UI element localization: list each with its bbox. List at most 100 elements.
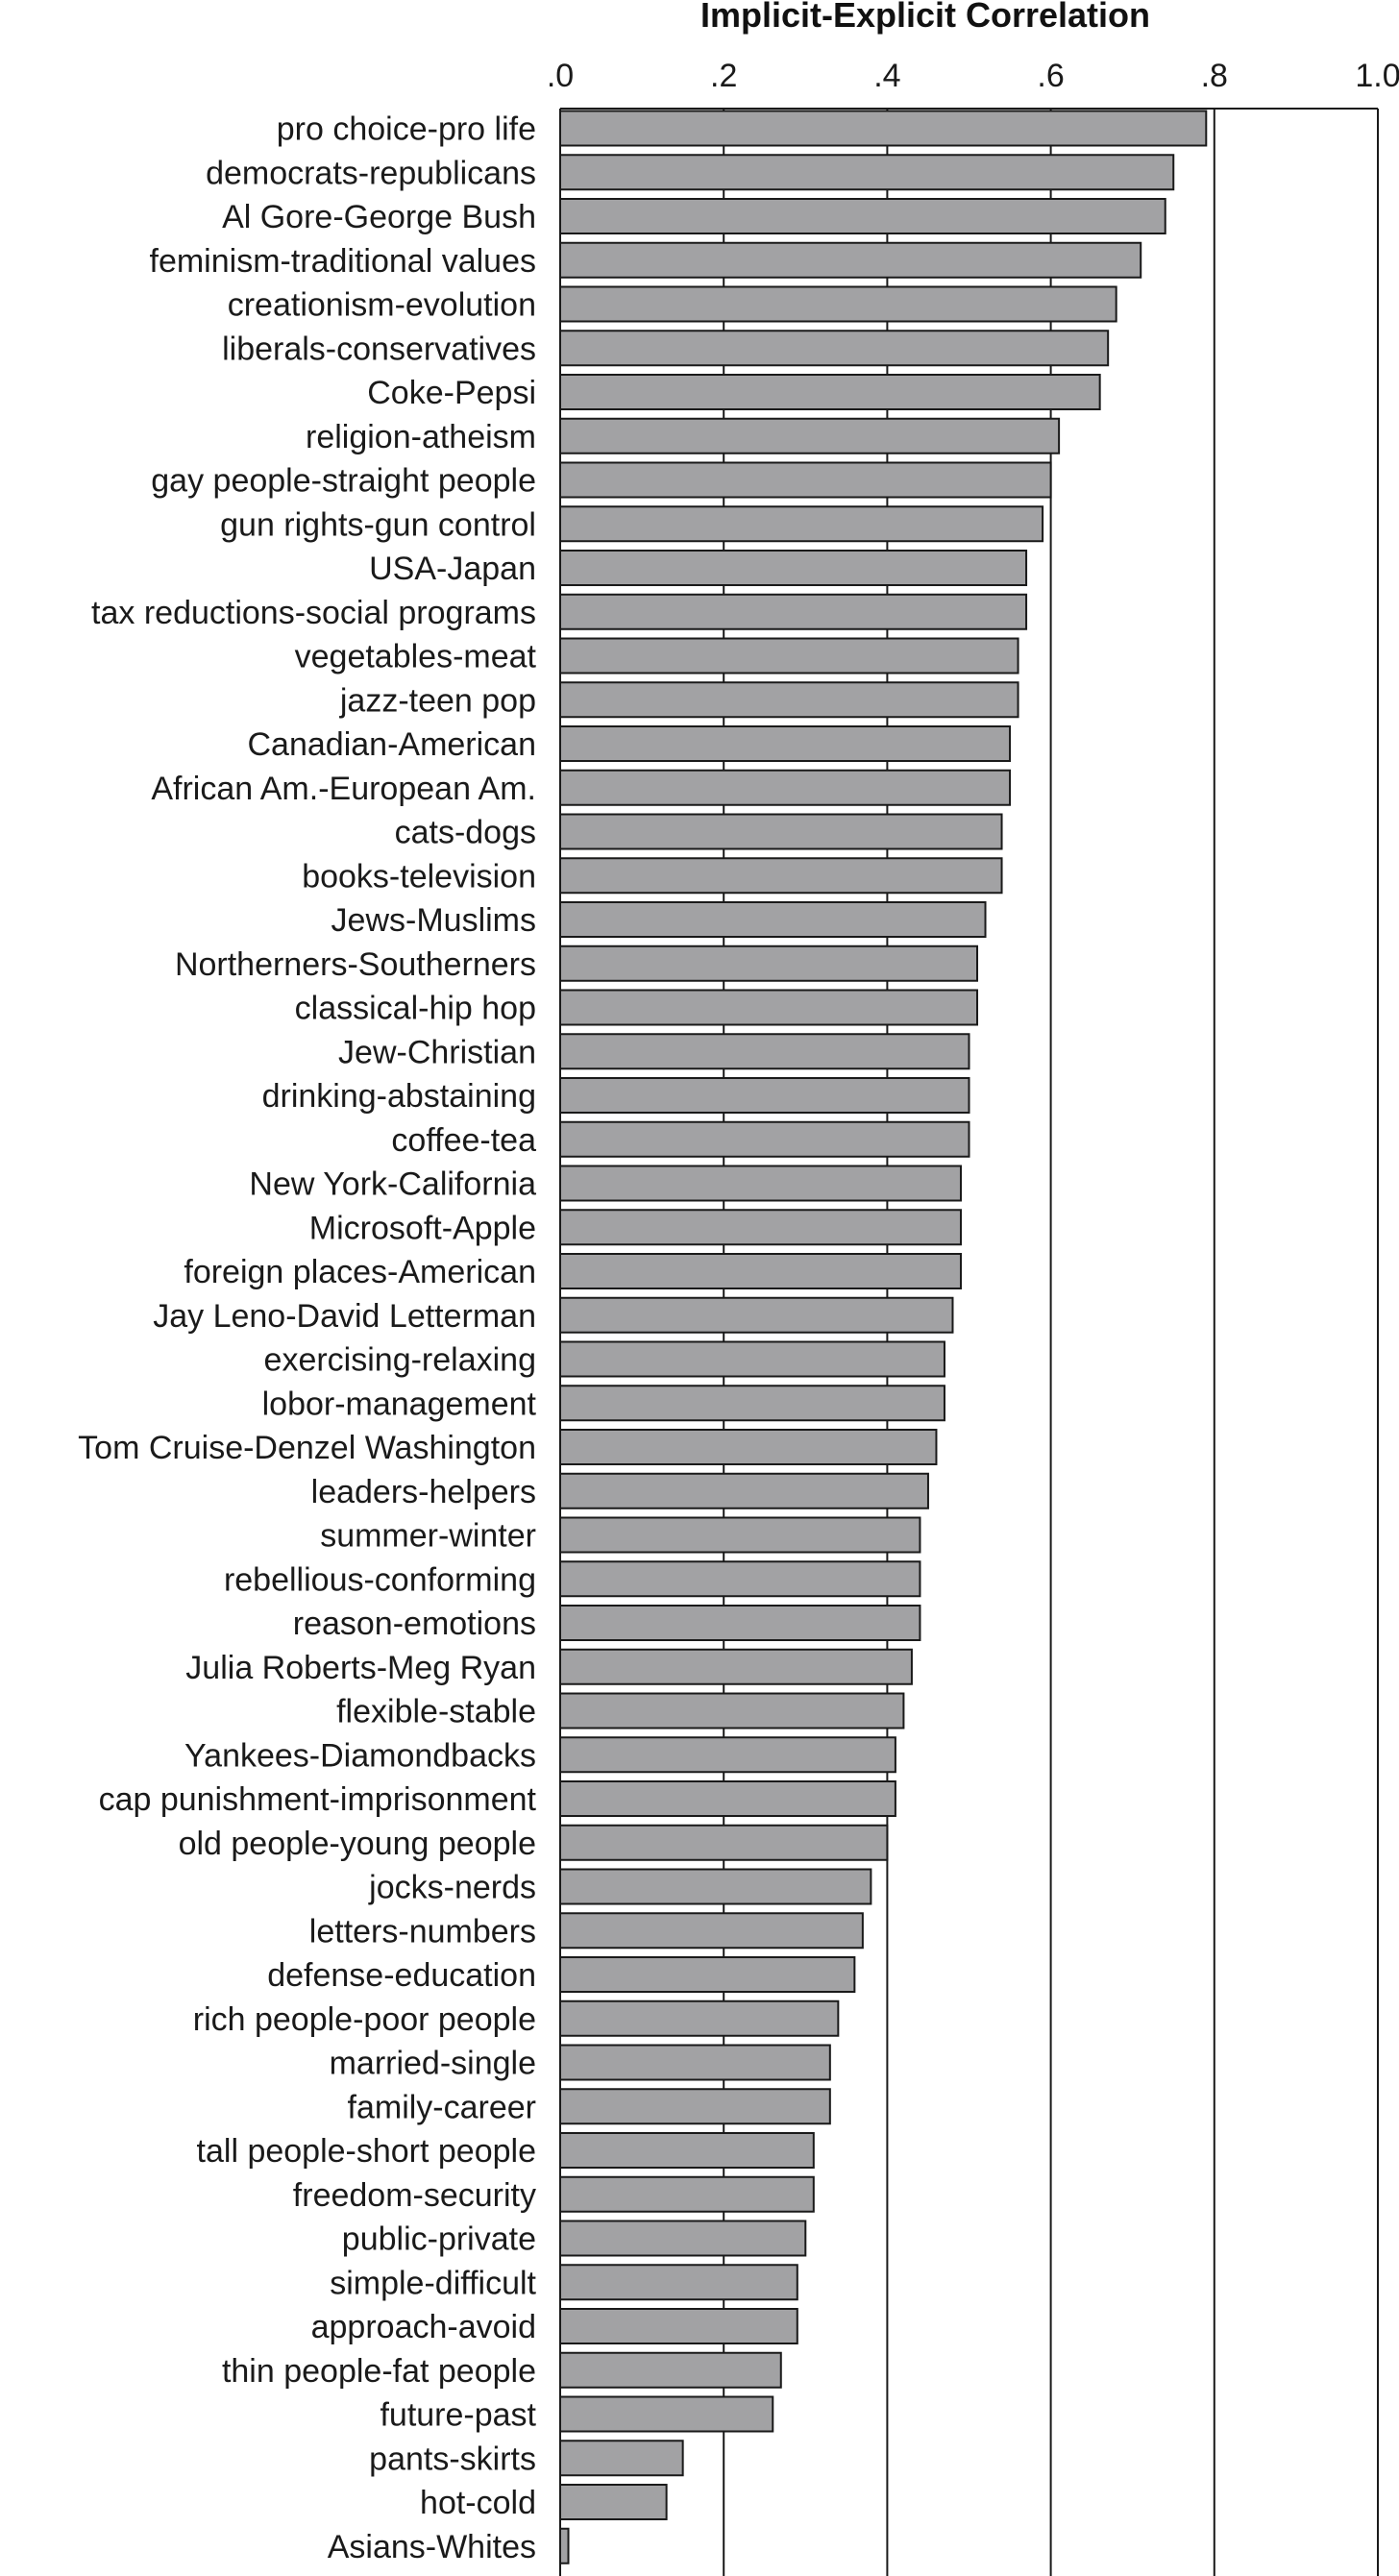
bar — [559, 989, 979, 1026]
bar — [559, 2440, 684, 2477]
bar — [559, 1824, 889, 1861]
bar — [559, 1253, 962, 1289]
bar — [559, 637, 1019, 675]
category-label: tall people-short people — [197, 2133, 536, 2170]
bar — [559, 2132, 815, 2169]
category-label: democrats-republicans — [206, 155, 536, 191]
bar — [559, 1120, 970, 1158]
bar — [559, 2527, 570, 2564]
x-tick-label: 1.0 — [1355, 58, 1399, 94]
x-tick-label: .2 — [710, 58, 737, 94]
category-label: tax reductions-social programs — [91, 595, 536, 631]
category-label: vegetables-meat — [295, 639, 537, 675]
bar — [559, 1472, 929, 1509]
category-label: Al Gore-George Bush — [222, 199, 536, 235]
bar — [559, 2351, 782, 2389]
bar — [559, 1648, 913, 1685]
bar — [559, 2395, 774, 2433]
bar — [559, 1912, 864, 1950]
category-label: Jew-Christian — [338, 1034, 536, 1070]
category-label: coffee-tea — [391, 1122, 536, 1159]
bar — [559, 1209, 962, 1246]
bar — [559, 1736, 896, 1774]
category-label: public-private — [342, 2221, 536, 2258]
category-label: thin people-fat people — [222, 2353, 536, 2390]
bar — [559, 241, 1142, 279]
bar — [559, 1692, 905, 1730]
category-label: gay people-straight people — [151, 463, 536, 500]
bar — [559, 593, 1028, 630]
category-label: hot-cold — [420, 2485, 536, 2521]
bar — [559, 813, 1003, 850]
bar — [559, 2088, 831, 2125]
x-tick-label: .6 — [1037, 58, 1064, 94]
category-label: feminism-traditional values — [150, 243, 537, 280]
category-label: pro choice-pro life — [277, 111, 536, 148]
bar — [559, 550, 1028, 586]
bar — [559, 681, 1019, 719]
category-label: creationism-evolution — [228, 287, 536, 324]
category-label: books-television — [302, 858, 536, 895]
category-label: pants-skirts — [369, 2441, 536, 2477]
chart-title: Implicit-Explicit Correlation — [700, 0, 1150, 35]
bar — [559, 1385, 945, 1422]
category-label: Canadian-American — [248, 726, 537, 763]
category-label: Microsoft-Apple — [309, 1210, 536, 1246]
category-label: drinking-abstaining — [262, 1078, 536, 1115]
category-label: flexible-stable — [336, 1694, 536, 1730]
category-label: summer-winter — [320, 1518, 536, 1555]
category-label: freedom-security — [293, 2177, 536, 2214]
bar — [559, 2044, 831, 2081]
x-tick-label: .4 — [873, 58, 900, 94]
category-label: gun rights-gun control — [220, 506, 536, 543]
category-label: family-career — [348, 2089, 536, 2125]
bar — [559, 154, 1175, 191]
category-label: married-single — [330, 2046, 536, 2082]
category-label: old people-young people — [179, 1826, 536, 1862]
bar — [559, 1296, 954, 1334]
bar — [559, 1999, 840, 2037]
category-label: Asians-Whites — [328, 2529, 536, 2565]
bar — [559, 1605, 921, 1641]
bar — [559, 1516, 921, 1554]
category-label: defense-education — [267, 1957, 536, 1994]
category-label: approach-avoid — [311, 2309, 536, 2345]
category-label: African Am.-European Am. — [151, 771, 536, 807]
category-label: rich people-poor people — [193, 2001, 536, 2038]
bar — [559, 1033, 970, 1070]
category-label: cap punishment-imprisonment — [99, 1781, 537, 1818]
category-label: Jews-Muslims — [331, 902, 536, 939]
category-label: Julia Roberts-Meg Ryan — [185, 1650, 536, 1686]
bar — [559, 1560, 921, 1598]
category-label: New York-California — [249, 1166, 536, 1203]
bar — [559, 2264, 798, 2301]
category-label: Jay Leno-David Letterman — [153, 1298, 536, 1335]
bar — [559, 769, 1012, 806]
bar — [559, 285, 1117, 323]
bar — [559, 330, 1110, 367]
category-label: simple-difficult — [330, 2265, 536, 2301]
category-label: liberals-conservatives — [222, 331, 536, 367]
category-label: jocks-nerds — [368, 1870, 536, 1906]
category-labels: pro choice-pro life democrats-republicans… — [78, 111, 536, 2565]
category-label: letters-numbers — [309, 1913, 536, 1950]
bar — [559, 505, 1044, 543]
category-label: exercising-relaxing — [264, 1342, 536, 1379]
bar — [559, 1780, 896, 1817]
category-label: Northerners-Southerners — [175, 946, 536, 983]
bar — [559, 417, 1061, 454]
category-label: Coke-Pepsi — [367, 375, 536, 411]
bar — [559, 901, 987, 938]
bar — [559, 857, 1003, 895]
category-label: jazz-teen pop — [339, 682, 536, 719]
category-label: Tom Cruise-Denzel Washington — [78, 1430, 536, 1466]
bar — [559, 1340, 945, 1378]
category-label: rebellious-conforming — [224, 1561, 536, 1598]
bar — [559, 1077, 970, 1114]
category-label: Yankees-Diamondbacks — [184, 1737, 536, 1774]
bar — [559, 725, 1012, 762]
category-label: cats-dogs — [395, 815, 536, 851]
category-label: foreign places-American — [184, 1254, 536, 1290]
bar — [559, 2175, 815, 2213]
